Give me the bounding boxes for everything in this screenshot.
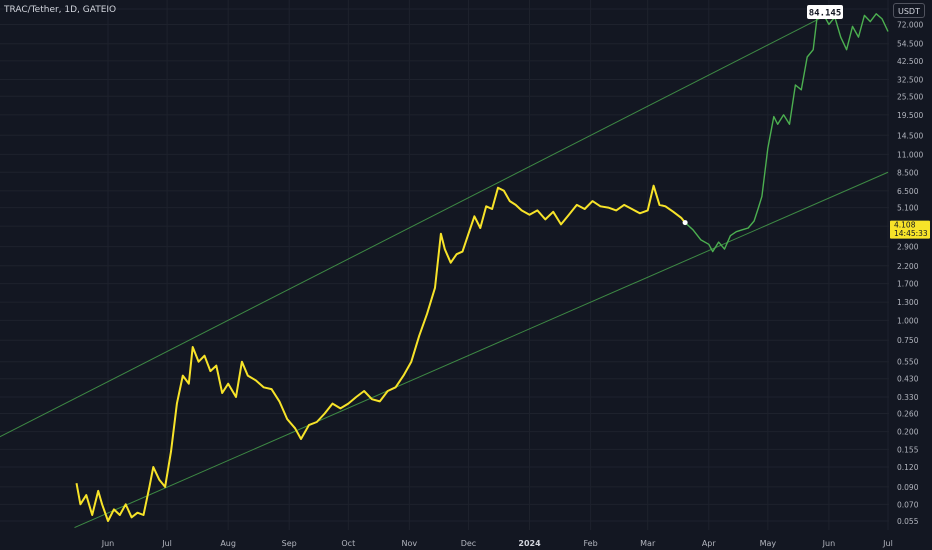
y-tick-label: 54.500 [897, 40, 923, 49]
x-tick-label: Jun [822, 539, 836, 548]
y-tick-label: 0.330 [897, 393, 919, 402]
x-axis-panel [0, 530, 932, 550]
trend-line-lower [74, 171, 889, 529]
x-tick-label: Aug [220, 539, 236, 548]
y-tick-label: 25.500 [897, 92, 923, 101]
y-tick-label: 1.700 [897, 280, 919, 289]
price-line-yellow [75, 184, 686, 522]
y-tick-label: 1.300 [897, 298, 919, 307]
x-tick-label: May [760, 539, 777, 548]
last-price-dot [682, 220, 688, 226]
y-tick-label: 14.500 [897, 131, 923, 140]
price-series [75, 13, 889, 522]
y-tick-label: 2.900 [897, 243, 919, 252]
y-tick-label: 0.750 [897, 336, 919, 345]
current-price-badge [890, 220, 930, 239]
y-tick-label: 0.120 [897, 463, 919, 472]
x-tick-label: Jun [101, 539, 115, 548]
y-tick-label: 0.055 [897, 517, 919, 526]
trend-channel [0, 13, 889, 529]
y-tick-label: 19.500 [897, 111, 923, 120]
y-tick-label: 0.200 [897, 428, 919, 437]
x-tick-label: 2024 [518, 539, 541, 548]
y-tick-label: 8.500 [897, 168, 919, 177]
y-tick-label: 0.550 [897, 358, 919, 367]
y-tick-label: 5.100 [897, 204, 919, 213]
high-price-badge [807, 5, 843, 19]
current-price-label: 4.108 [894, 221, 916, 230]
y-tick-label: 0.090 [897, 483, 919, 492]
y-tick-label: 6.500 [897, 187, 919, 196]
x-tick-label: Apr [702, 539, 717, 548]
y-tick-label: 0.430 [897, 375, 919, 384]
currency-button[interactable]: USDT [893, 3, 925, 18]
y-tick-label: 11.000 [897, 150, 923, 159]
y-tick-label: 0.070 [897, 500, 919, 509]
y-tick-label: 2.200 [897, 262, 919, 271]
chart-grid [0, 0, 889, 530]
y-tick-label: 1.000 [897, 316, 919, 325]
x-tick-label: Nov [402, 539, 418, 548]
x-tick-label: Oct [341, 539, 355, 548]
price-line-green [684, 13, 889, 253]
x-tick-label: Jul [882, 539, 893, 548]
y-tick-label: 32.500 [897, 75, 923, 84]
countdown-label: 14:45:33 [894, 229, 928, 238]
y-tick-label: 42.500 [897, 57, 923, 66]
x-tick-label: Dec [461, 539, 476, 548]
x-axis: Jun Jul Aug Sep Oct Nov Dec 2024 Feb Mar Apr May Jun… [101, 539, 893, 548]
y-axis-panel [889, 0, 932, 550]
y-tick-label: 0.155 [897, 445, 919, 454]
symbol-title[interactable]: TRAC/Tether, 1D, GATEIO [4, 5, 117, 15]
y-tick-label: 72.000 [897, 20, 923, 29]
x-tick-label: Feb [583, 539, 597, 548]
x-tick-label: Mar [640, 539, 656, 548]
x-tick-label: Sep [282, 539, 297, 548]
trend-line-upper [0, 13, 830, 438]
high-price-label: 84.145 [809, 9, 842, 19]
y-tick-label: 0.260 [897, 410, 919, 419]
x-tick-label: Jul [161, 539, 172, 548]
